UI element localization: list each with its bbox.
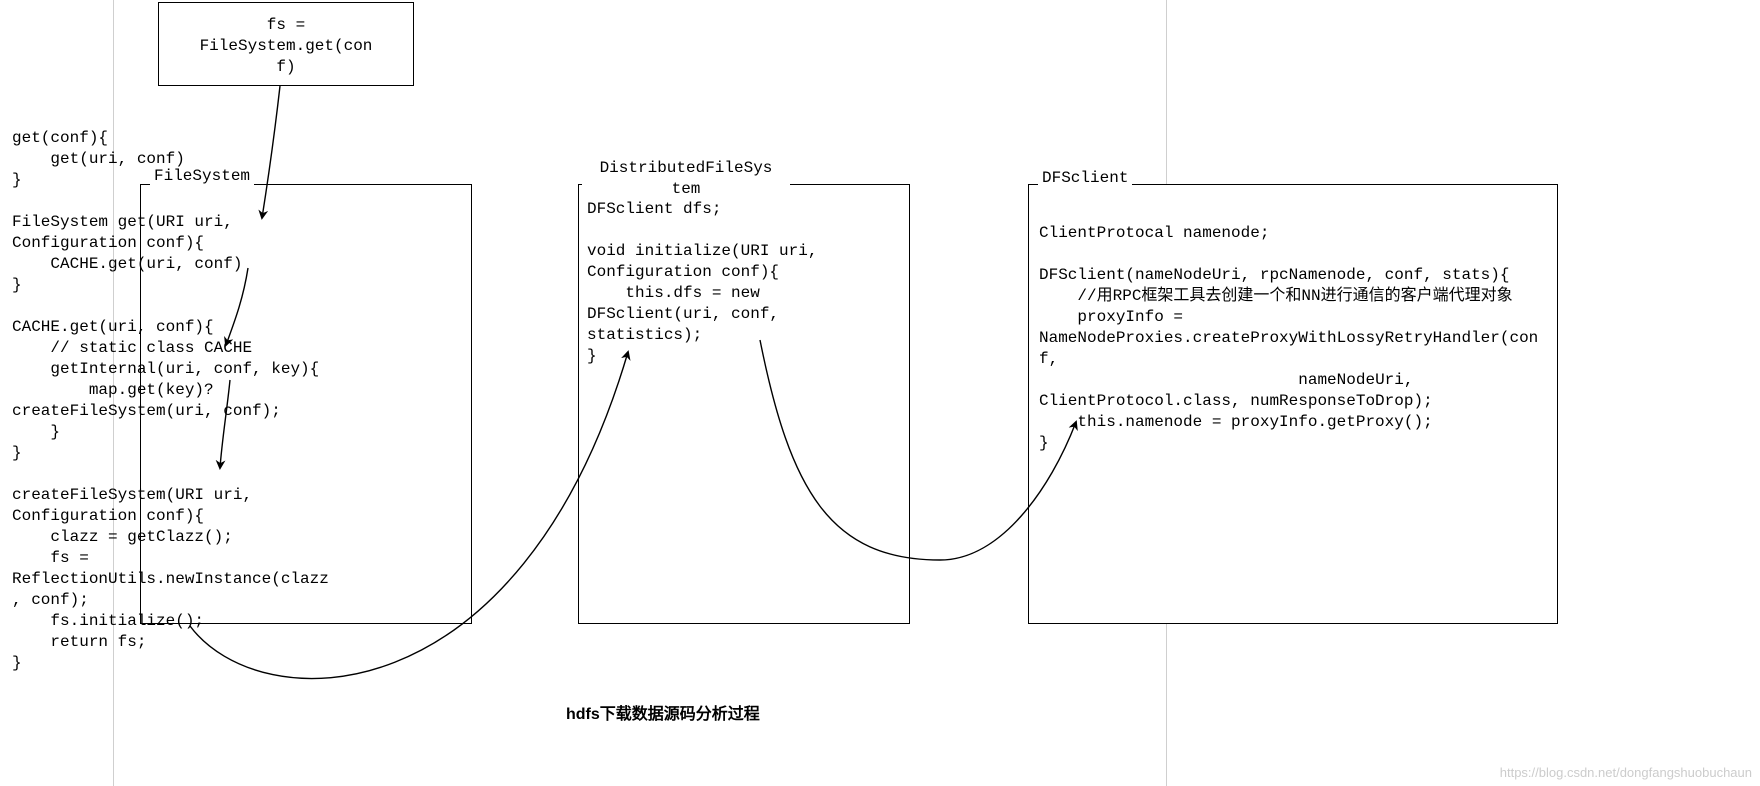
- filesystem-code: get(conf){ get(uri, conf) } FileSystem g…: [12, 128, 329, 674]
- diagram-canvas: fs = FileSystem.get(con f) FileSystem DF…: [0, 0, 1760, 786]
- top-code-text: fs = FileSystem.get(con f): [159, 15, 413, 77]
- dfsclient-box: ClientProtocal namenode; DFSclient(nameN…: [1028, 184, 1558, 624]
- diagram-title: hdfs下载数据源码分析过程: [566, 700, 760, 724]
- dfsclient-label: DFSclient: [1038, 168, 1132, 189]
- distributedfs-code: DFSclient dfs; void initialize(URI uri, …: [587, 199, 901, 367]
- csdn-watermark: https://blog.csdn.net/dongfangshuobuchau…: [1500, 765, 1752, 780]
- dfsclient-code: ClientProtocal namenode; DFSclient(nameN…: [1039, 223, 1553, 454]
- distributedfs-label: DistributedFileSys tem: [582, 158, 790, 200]
- distributedfs-box: DFSclient dfs; void initialize(URI uri, …: [578, 184, 910, 624]
- top-code-box: fs = FileSystem.get(con f): [158, 2, 414, 86]
